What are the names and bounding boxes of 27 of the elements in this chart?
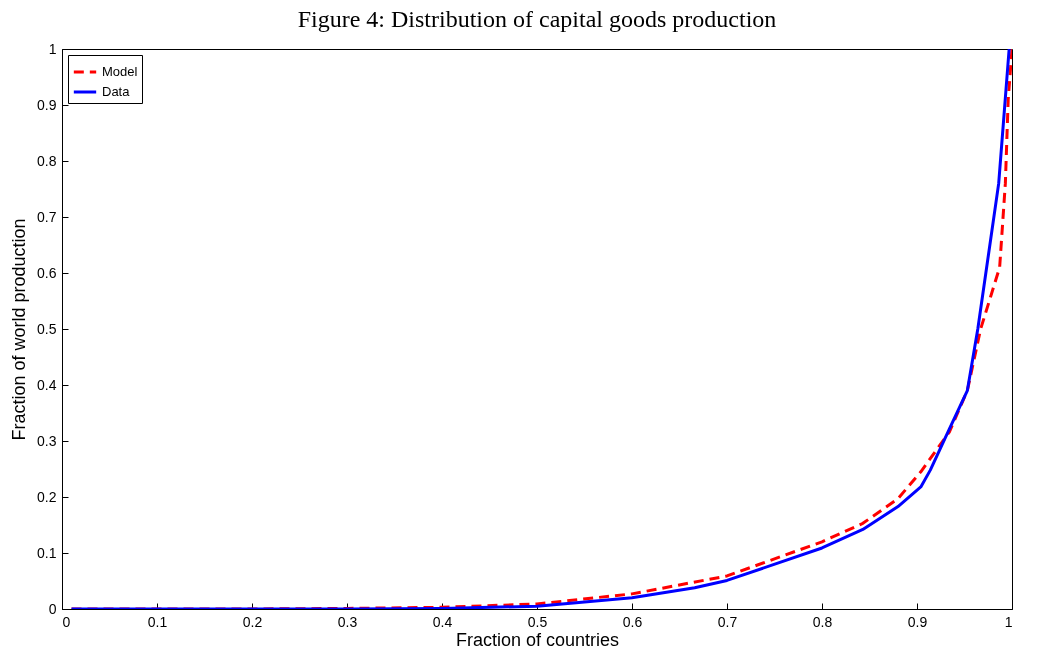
x-tick-label: 0.4 [432,613,453,630]
chart-title: Figure 4: Distribution of capital goods production [297,6,777,32]
x-tick-label: 0.6 [622,613,643,630]
x-tick-label: 0 [62,613,71,630]
y-tick-label: 0.1 [37,544,57,561]
y-tick-label: 1 [48,40,57,57]
y-tick-label: 0.4 [37,376,57,393]
y-tick-label: 0.9 [37,96,57,113]
x-tick-label: 0.7 [717,613,738,630]
y-tick-label: 0.7 [37,208,57,225]
y-tick-label: 0.5 [37,320,57,337]
x-tick-label: 0.3 [337,613,358,630]
y-axis-title: Fraction of world production [9,218,30,441]
legend-label: Data [102,84,131,99]
y-tick-label: 0.6 [37,264,57,281]
y-tick-label: 0.3 [37,432,57,449]
x-tick-label: 0.2 [242,613,263,630]
x-tick-label: 0.5 [527,613,548,630]
x-tick-label: 1 [1004,613,1013,630]
y-tick-label: 0 [48,600,57,617]
legend-label: Model [102,64,138,79]
y-tick-label: 0.8 [37,152,57,169]
y-tick-label: 0.2 [37,488,57,505]
x-tick-label: 0.9 [907,613,928,630]
x-tick-label: 0.1 [147,613,168,630]
x-axis-title: Fraction of countries [455,629,620,650]
x-tick-label: 0.8 [812,613,833,630]
